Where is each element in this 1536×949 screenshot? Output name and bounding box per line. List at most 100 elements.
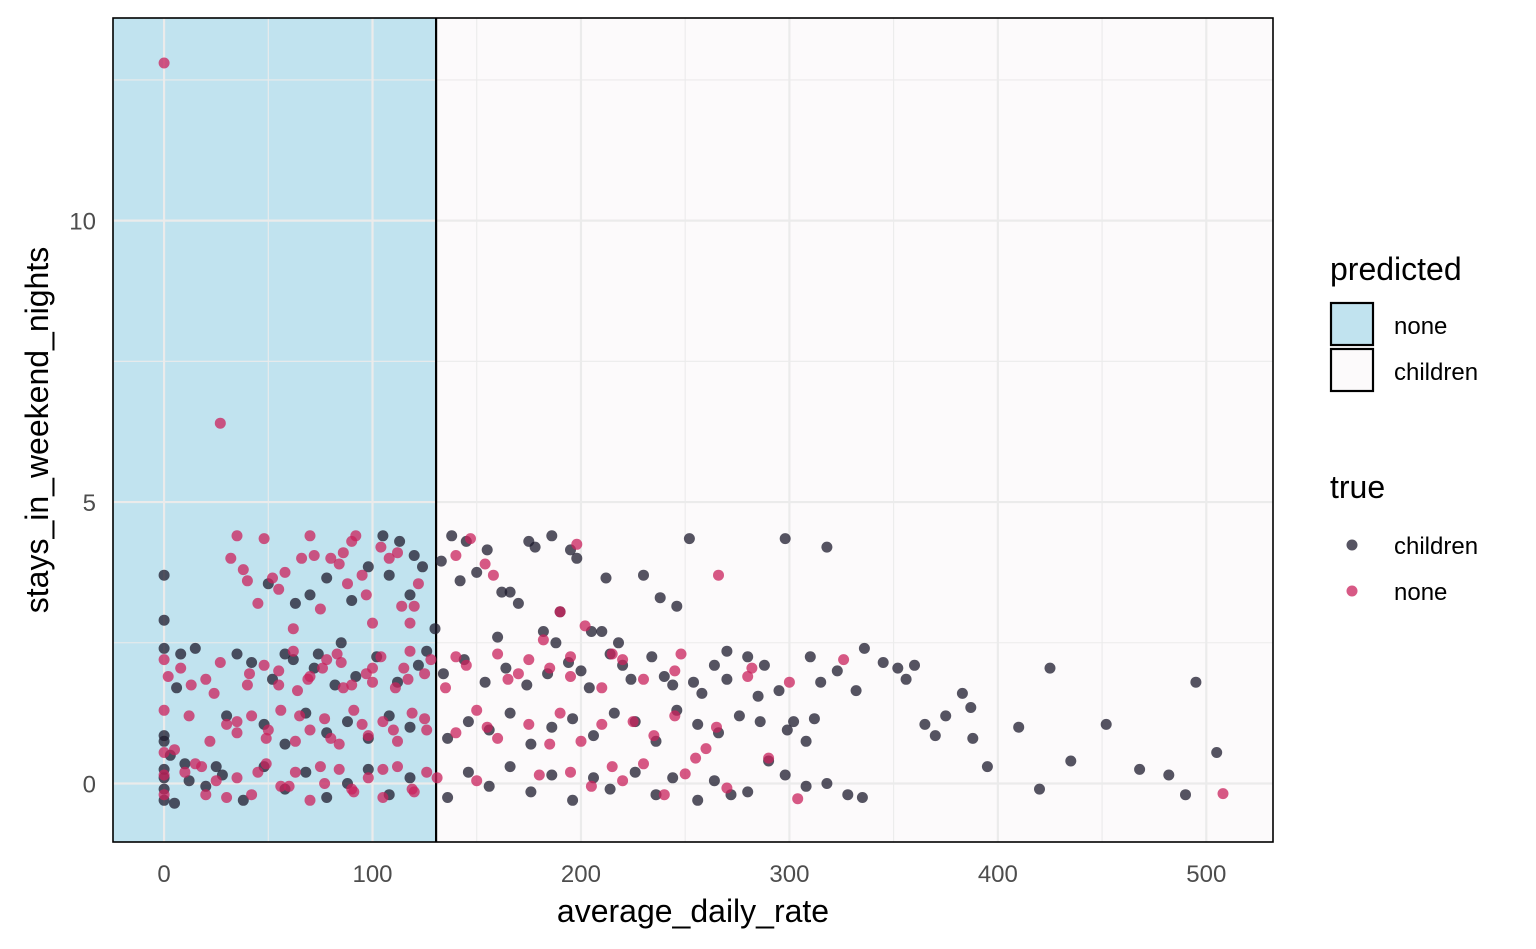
point-children	[650, 789, 662, 801]
point-none	[375, 651, 387, 663]
legend-true-key-children	[1346, 539, 1358, 551]
point-children	[1134, 763, 1146, 775]
point-children	[604, 783, 616, 795]
point-children	[600, 572, 612, 584]
point-none	[314, 603, 326, 615]
point-none	[585, 780, 597, 792]
point-children	[346, 595, 358, 606]
point-none	[523, 718, 535, 730]
point-none	[183, 710, 195, 722]
point-none	[289, 735, 301, 747]
point-children	[279, 648, 291, 660]
point-none	[214, 417, 226, 429]
point-children	[471, 566, 483, 578]
point-children	[321, 572, 333, 584]
point-children	[967, 732, 979, 744]
point-none	[375, 541, 387, 553]
point-none	[554, 606, 566, 618]
point-none	[275, 704, 287, 716]
point-children	[394, 535, 406, 547]
point-none	[1217, 788, 1229, 800]
point-children	[800, 735, 812, 747]
point-children	[696, 687, 708, 699]
point-none	[658, 789, 670, 801]
point-none	[208, 687, 220, 699]
point-none	[460, 659, 472, 671]
point-none	[537, 634, 549, 646]
point-none	[200, 673, 212, 685]
point-none	[252, 766, 264, 778]
point-none	[158, 789, 170, 801]
point-children	[408, 550, 420, 561]
point-children	[158, 569, 170, 581]
point-children	[335, 637, 347, 649]
point-none	[337, 682, 349, 694]
point-children	[221, 710, 233, 722]
point-none	[275, 780, 287, 792]
legend-true-title: true	[1330, 469, 1385, 505]
point-children	[1211, 747, 1223, 758]
point-none	[471, 704, 483, 716]
point-none	[362, 772, 374, 784]
point-children	[800, 780, 812, 792]
point-none	[404, 645, 416, 657]
point-none	[383, 552, 395, 564]
point-none	[392, 735, 403, 747]
point-children	[721, 645, 733, 657]
x-tick-label: 0	[157, 861, 170, 888]
point-children	[362, 763, 374, 775]
point-children	[412, 659, 424, 671]
point-none	[158, 747, 170, 758]
point-children	[189, 642, 201, 654]
point-children	[575, 665, 587, 677]
point-none	[419, 713, 431, 725]
point-children	[504, 761, 516, 773]
point-children	[981, 761, 993, 773]
point-none	[333, 763, 345, 775]
point-none	[617, 775, 629, 787]
point-children	[781, 724, 793, 736]
point-children	[583, 682, 595, 694]
point-none	[565, 766, 576, 778]
point-children	[210, 761, 222, 773]
point-none	[258, 659, 270, 671]
point-children	[1044, 662, 1056, 674]
point-none	[287, 645, 299, 657]
point-children	[521, 679, 533, 691]
point-children	[287, 654, 299, 666]
point-none	[308, 550, 320, 561]
point-children	[919, 718, 931, 730]
point-children	[237, 794, 249, 806]
point-children	[608, 707, 620, 719]
point-none	[711, 721, 722, 733]
point-children	[804, 651, 816, 663]
legends: predicted none children true children no…	[1329, 251, 1478, 606]
point-children	[171, 682, 183, 694]
point-children	[692, 794, 704, 806]
x-tick-label: 300	[769, 861, 809, 888]
point-children	[279, 738, 291, 750]
point-children	[654, 592, 666, 604]
point-none	[404, 617, 416, 629]
point-children	[629, 766, 641, 778]
point-children	[752, 690, 764, 702]
point-children	[850, 685, 862, 697]
point-none	[412, 578, 424, 590]
point-none	[262, 724, 274, 736]
point-children	[965, 702, 977, 713]
point-children	[671, 600, 683, 612]
x-axis-ticks: 0 100 200 300 400 500	[157, 861, 1226, 888]
point-children	[708, 775, 720, 787]
point-children	[342, 716, 353, 728]
point-none	[627, 716, 639, 728]
point-children	[496, 586, 508, 598]
panel-border	[112, 17, 1274, 843]
point-none	[314, 761, 326, 773]
point-none	[231, 772, 243, 784]
point-children	[877, 657, 889, 668]
point-none	[294, 710, 306, 722]
point-none	[296, 552, 308, 564]
point-none	[204, 735, 216, 747]
point-none	[258, 533, 270, 545]
